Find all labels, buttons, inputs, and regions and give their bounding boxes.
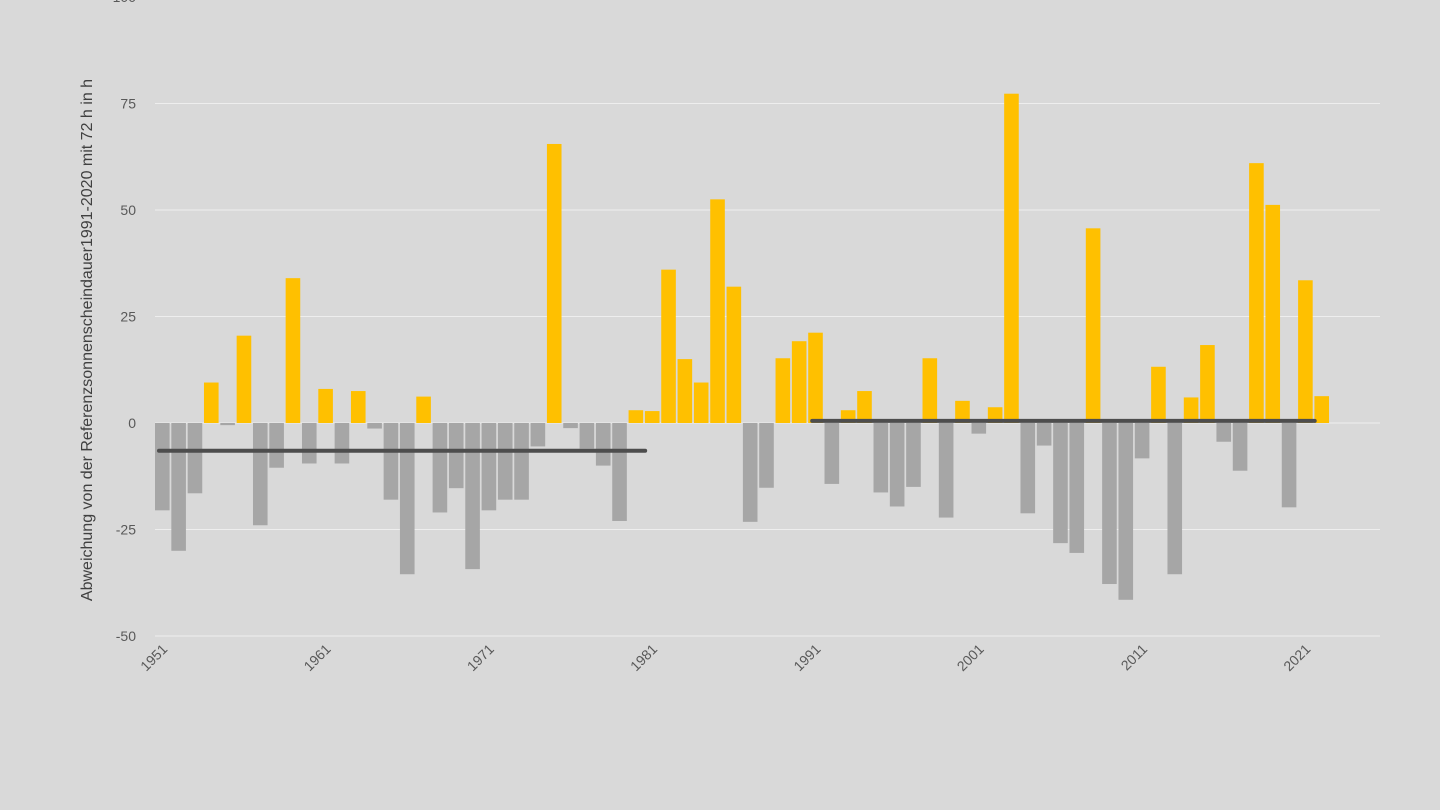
y-tick-label: 100 <box>113 0 137 5</box>
bar-2011 <box>1134 423 1150 459</box>
x-tick-label: 2001 <box>954 641 987 674</box>
bar-2003 <box>1004 93 1019 424</box>
bar-1995 <box>873 423 889 493</box>
bar-2006 <box>1053 423 1068 544</box>
y-axis-ticks: -50 -25 0 25 50 75 100 <box>113 0 137 644</box>
bar-2009 <box>1102 423 1117 585</box>
y-tick-label: 25 <box>120 309 136 325</box>
bar-1957 <box>252 423 268 526</box>
bar-1973 <box>514 423 529 500</box>
bar-1984 <box>693 382 709 423</box>
y-axis-title: Abweichung von der Referenzsonnenscheind… <box>79 79 96 601</box>
bar-1953 <box>187 423 203 494</box>
x-tick-label: 2011 <box>1118 641 1151 674</box>
gridlines <box>155 103 1380 637</box>
bar-2005 <box>1036 423 1052 446</box>
y-tick-label: -50 <box>116 628 136 644</box>
bar-2015 <box>1200 345 1215 423</box>
bar-1978 <box>595 423 611 466</box>
bar-1952 <box>171 423 186 551</box>
mean-lines <box>157 418 1317 453</box>
bar-2004 <box>1020 423 1036 514</box>
x-tick-label: 2021 <box>1280 641 1313 674</box>
bar-1954 <box>203 382 219 423</box>
bar-2016 <box>1216 423 1232 442</box>
bar-1956 <box>236 335 252 423</box>
bar-2018 <box>1249 163 1264 423</box>
bar-2013 <box>1167 423 1183 575</box>
bar-1991 <box>808 332 823 423</box>
bar-1985 <box>710 199 725 423</box>
bar-1955 <box>220 423 235 426</box>
bar-2014 <box>1183 397 1199 423</box>
bar-1959 <box>285 278 301 423</box>
bar-2021 <box>1298 280 1313 423</box>
bar-1958 <box>269 423 284 468</box>
y-tick-label: 50 <box>120 202 136 218</box>
bar-1986 <box>726 286 742 423</box>
y-tick-label: -25 <box>116 522 136 538</box>
bar-1974 <box>530 423 546 447</box>
bar-1967 <box>416 396 431 423</box>
bar-1968 <box>432 423 448 513</box>
bar-1976 <box>563 423 578 429</box>
bar-1963 <box>350 391 366 423</box>
bar-2010 <box>1118 423 1134 600</box>
bar-1975 <box>546 143 562 423</box>
bar-2017 <box>1232 423 1248 471</box>
bar-1981 <box>644 411 660 423</box>
y-tick-label: 75 <box>120 96 136 112</box>
bar-1960 <box>301 423 317 464</box>
bar-1996 <box>889 423 905 507</box>
bar-1979 <box>612 423 627 521</box>
bars <box>155 93 1330 600</box>
bar-1962 <box>334 423 350 464</box>
x-tick-label: 1961 <box>300 641 333 674</box>
bar-1987 <box>742 423 758 522</box>
bar-1999 <box>938 423 954 518</box>
bar-1971 <box>481 423 497 511</box>
x-tick-label: 1991 <box>790 641 823 674</box>
bar-2000 <box>955 400 970 423</box>
bar-1980 <box>628 410 644 423</box>
x-tick-label: 1951 <box>137 641 170 674</box>
bar-1969 <box>448 423 464 489</box>
bar-1994 <box>857 391 872 423</box>
bar-1997 <box>906 423 921 487</box>
bar-1964 <box>367 423 382 429</box>
bar-2001 <box>971 423 987 434</box>
bar-1982 <box>661 269 676 423</box>
bar-1977 <box>579 423 595 449</box>
y-tick-label: 0 <box>128 415 136 431</box>
bar-1965 <box>383 423 399 500</box>
bar-1951 <box>155 423 170 511</box>
bar-1989 <box>775 358 791 423</box>
bar-1972 <box>497 423 513 500</box>
bar-1961 <box>318 388 333 423</box>
x-tick-label: 1981 <box>627 641 660 674</box>
bar-1970 <box>465 423 480 570</box>
bar-2007 <box>1069 423 1085 553</box>
bar-2012 <box>1151 366 1166 423</box>
bar-1988 <box>759 423 774 488</box>
bar-2020 <box>1281 423 1297 508</box>
bar-1992 <box>824 423 840 484</box>
bar-1983 <box>677 359 693 423</box>
bar-1966 <box>399 423 415 575</box>
bar-1998 <box>922 358 938 423</box>
bar-1990 <box>791 341 807 423</box>
bar-2019 <box>1265 204 1281 423</box>
bar-2008 <box>1085 228 1101 423</box>
x-axis-ticks: 1951 1961 1971 1981 1991 2001 2011 2021 <box>137 641 1314 674</box>
x-tick-label: 1971 <box>464 641 497 674</box>
bar-2022 <box>1314 396 1330 423</box>
